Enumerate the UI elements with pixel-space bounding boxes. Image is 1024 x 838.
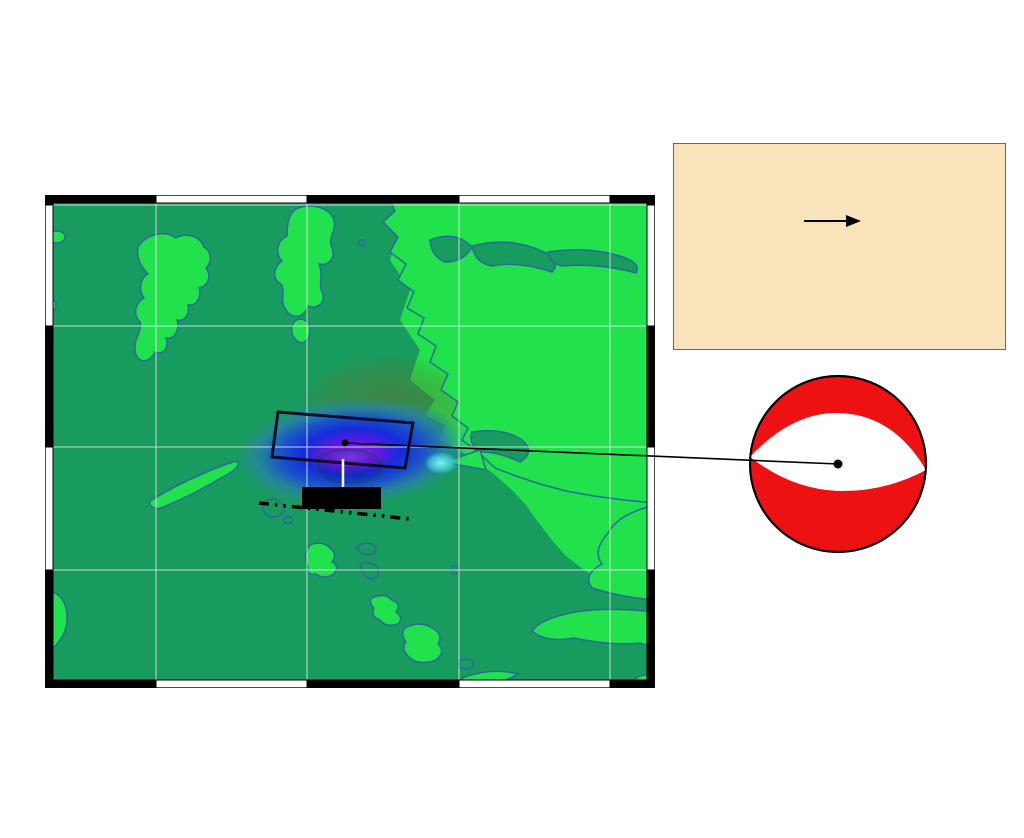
islet-dark [359,561,380,580]
island-small [290,318,311,344]
coast-bay [429,235,473,263]
map-frame [45,195,655,688]
coast-bay [547,249,638,274]
displacement-map [45,195,655,688]
beachball-center-dot [833,459,843,469]
scale-arrow-icon [803,215,861,227]
colorbar [700,157,980,191]
coast-strip [587,504,655,601]
island-leros [369,594,402,627]
island-chios [274,205,336,318]
lake [358,239,366,247]
coast-bay [471,241,557,273]
island-patmos [304,542,338,578]
islet-dark [355,542,377,556]
fault-top-trace [258,501,411,521]
epicenter-dot [341,439,349,447]
islet-dark [283,515,293,525]
islet-dark [457,658,475,670]
beachball [749,375,927,553]
fault-label-box [302,487,381,509]
island-ikaria [148,460,239,510]
island-topleft [134,233,211,362]
islands-group [45,195,655,688]
coastline-anatolia [381,195,655,504]
peninsula-arm [530,608,655,647]
cyan-spot [424,452,458,474]
island-kalymnos [402,623,443,664]
fault-rectangle [270,410,415,470]
legend-box [673,143,1006,350]
